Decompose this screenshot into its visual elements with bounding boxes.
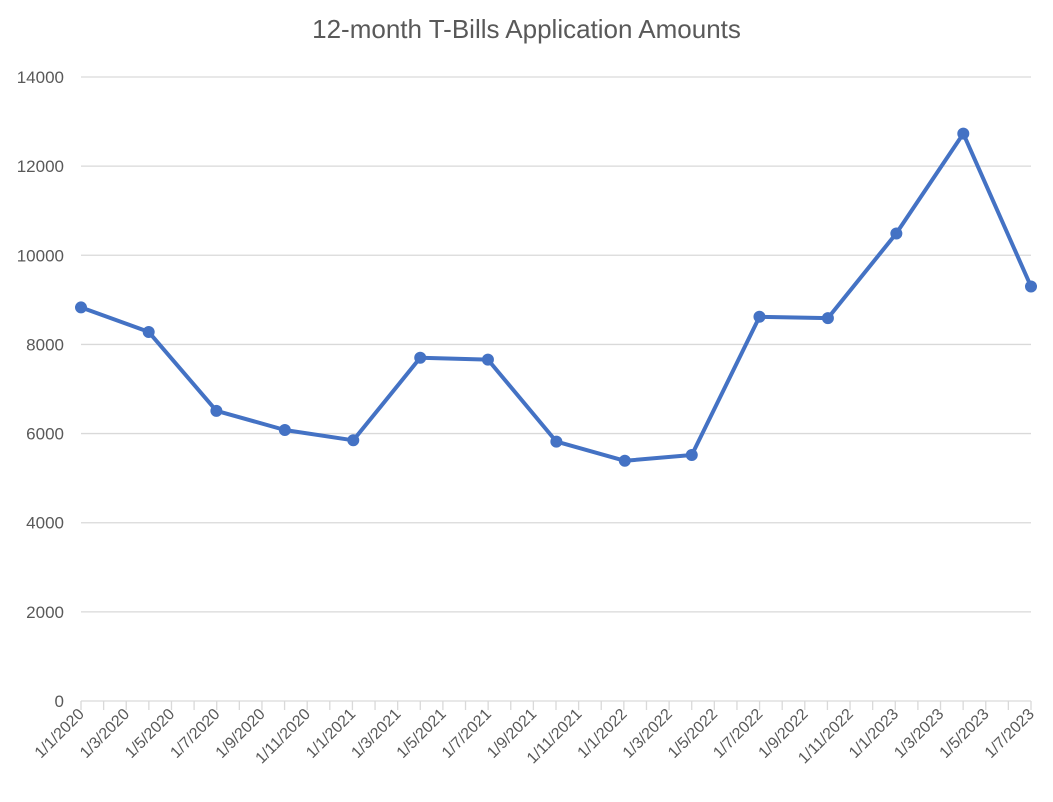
y-tick-label: 6000 — [26, 425, 64, 444]
y-tick-label: 12000 — [17, 157, 64, 176]
data-point — [753, 310, 766, 323]
data-point — [618, 454, 631, 467]
y-tick-label: 4000 — [26, 514, 64, 533]
series-line — [79, 131, 1033, 463]
data-point — [414, 351, 427, 364]
data-point — [347, 434, 360, 447]
data-point — [550, 435, 563, 448]
data-point — [278, 424, 291, 437]
chart-title: 12-month T-Bills Application Amounts — [312, 14, 741, 44]
data-point — [75, 301, 87, 314]
y-tick-label: 2000 — [26, 603, 64, 622]
data-point — [685, 448, 698, 461]
data-point — [142, 325, 155, 338]
y-tick-label: 14000 — [17, 68, 64, 87]
y-tick-label: 10000 — [17, 246, 64, 265]
data-point — [957, 127, 970, 140]
data-point — [1025, 280, 1037, 293]
data-point — [890, 227, 903, 240]
x-tick-label: 1/7/2023 — [982, 706, 1038, 762]
y-tick-label: 0 — [55, 692, 64, 711]
data-point — [821, 312, 834, 325]
y-tick-label: 8000 — [26, 335, 64, 354]
data-point — [481, 353, 494, 366]
data-point — [210, 404, 223, 417]
